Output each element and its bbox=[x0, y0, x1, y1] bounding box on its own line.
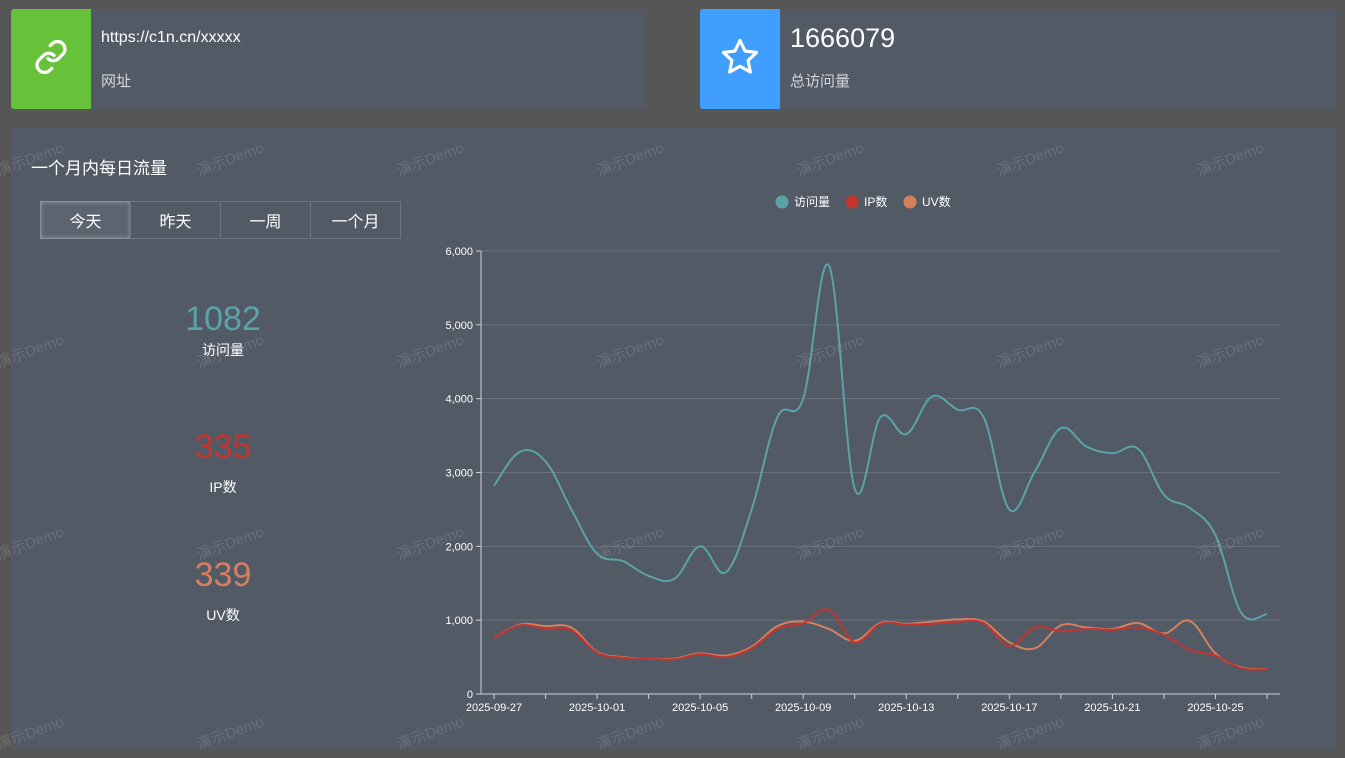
legend-marker bbox=[845, 195, 859, 209]
legend-label: 访问量 bbox=[794, 195, 830, 209]
legend-marker bbox=[903, 195, 917, 209]
x-tick-label: 2025-09-27 bbox=[466, 702, 522, 714]
series-line-ip bbox=[493, 608, 1268, 671]
short-url-text[interactable]: https://c1n.cn/xxxxx bbox=[101, 29, 241, 46]
x-tick-label: 2025-10-21 bbox=[1084, 702, 1140, 714]
x-tick-label: 2025-10-13 bbox=[878, 702, 934, 714]
visits-icon-box bbox=[700, 9, 780, 109]
stat-uv-value: 339 bbox=[194, 556, 252, 594]
y-tick-label: 4,000 bbox=[445, 394, 473, 406]
stat-visits: 1082 访问量 bbox=[123, 300, 323, 360]
y-tick-label: 2,000 bbox=[445, 541, 473, 553]
stat-visits-label: 访问量 bbox=[202, 342, 244, 358]
stat-uv-label: UV数 bbox=[206, 607, 240, 623]
x-tick-label: 2025-10-17 bbox=[981, 702, 1037, 714]
tab-today[interactable]: 今天 bbox=[40, 201, 131, 239]
y-tick-label: 5,000 bbox=[445, 320, 473, 332]
x-tick-label: 2025-10-25 bbox=[1187, 702, 1243, 714]
legend-marker bbox=[775, 195, 789, 209]
x-tick-label: 2025-10-01 bbox=[569, 702, 625, 714]
series-line-visits bbox=[493, 263, 1268, 621]
stat-ip: 335 IP数 bbox=[123, 428, 323, 497]
total-visits-label: 总访问量 bbox=[790, 73, 851, 90]
x-tick-label: 2025-10-05 bbox=[672, 702, 728, 714]
stat-ip-value: 335 bbox=[194, 428, 252, 466]
tab-month[interactable]: 一个月 bbox=[310, 201, 401, 239]
stat-visits-value: 1082 bbox=[185, 300, 261, 338]
legend-label: IP数 bbox=[864, 194, 887, 209]
legend-label: UV数 bbox=[922, 194, 951, 209]
panel-title: 一个月内每日流量 bbox=[31, 159, 167, 178]
stat-uv: 339 UV数 bbox=[123, 556, 323, 625]
x-tick-label: 2025-10-09 bbox=[775, 702, 831, 714]
y-tick-label: 3,000 bbox=[445, 468, 473, 480]
url-card: https://c1n.cn/xxxxx 网址 bbox=[11, 9, 646, 109]
range-tabs: 今天 昨天 一周 一个月 bbox=[40, 201, 401, 239]
link-icon bbox=[33, 39, 69, 80]
traffic-panel: 一个月内每日流量 今天 昨天 一周 一个月 1082 访问量 335 IP数 3… bbox=[11, 128, 1337, 750]
url-icon-box bbox=[11, 9, 91, 109]
y-tick-label: 0 bbox=[467, 689, 473, 701]
star-icon bbox=[719, 36, 761, 83]
y-tick-label: 6,000 bbox=[445, 246, 473, 258]
tab-yesterday[interactable]: 昨天 bbox=[130, 201, 221, 239]
url-label: 网址 bbox=[101, 73, 132, 90]
tab-week[interactable]: 一周 bbox=[220, 201, 311, 239]
stat-ip-label: IP数 bbox=[209, 479, 237, 495]
total-visits-value: 1666079 bbox=[790, 23, 896, 53]
series-line-uv bbox=[493, 617, 1268, 671]
total-visits-card: 1666079 总访问量 bbox=[700, 9, 1337, 109]
y-tick-label: 1,000 bbox=[445, 615, 473, 627]
